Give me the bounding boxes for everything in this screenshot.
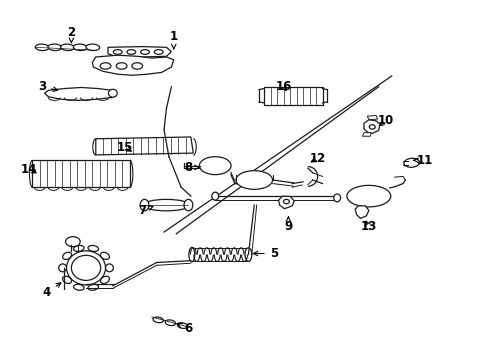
Polygon shape bbox=[44, 87, 115, 100]
Ellipse shape bbox=[141, 50, 149, 54]
Ellipse shape bbox=[140, 199, 149, 211]
Ellipse shape bbox=[211, 192, 218, 200]
Text: 2: 2 bbox=[67, 27, 75, 43]
Text: 13: 13 bbox=[360, 220, 376, 233]
Text: 7: 7 bbox=[138, 204, 153, 217]
Ellipse shape bbox=[368, 125, 374, 129]
Ellipse shape bbox=[143, 199, 189, 211]
Ellipse shape bbox=[403, 158, 419, 167]
Ellipse shape bbox=[88, 284, 98, 290]
Ellipse shape bbox=[108, 89, 117, 97]
Ellipse shape bbox=[154, 50, 163, 54]
Ellipse shape bbox=[165, 320, 175, 325]
Ellipse shape bbox=[105, 264, 113, 272]
Ellipse shape bbox=[73, 246, 84, 251]
Text: 4: 4 bbox=[43, 283, 61, 300]
Ellipse shape bbox=[71, 255, 101, 280]
Text: 1: 1 bbox=[169, 30, 178, 49]
Ellipse shape bbox=[73, 44, 87, 50]
Polygon shape bbox=[362, 133, 370, 136]
Ellipse shape bbox=[236, 171, 272, 189]
Polygon shape bbox=[363, 120, 379, 134]
Ellipse shape bbox=[127, 50, 136, 54]
Text: 11: 11 bbox=[413, 154, 432, 167]
Ellipse shape bbox=[283, 199, 289, 204]
Text: 9: 9 bbox=[284, 217, 292, 233]
Ellipse shape bbox=[153, 317, 163, 323]
Polygon shape bbox=[278, 196, 294, 209]
Polygon shape bbox=[32, 160, 130, 187]
Ellipse shape bbox=[116, 63, 127, 69]
Polygon shape bbox=[264, 87, 322, 105]
Ellipse shape bbox=[333, 194, 340, 202]
Ellipse shape bbox=[59, 264, 66, 272]
Ellipse shape bbox=[101, 252, 109, 260]
Ellipse shape bbox=[65, 237, 80, 247]
Text: 6: 6 bbox=[177, 322, 192, 335]
Ellipse shape bbox=[62, 276, 71, 283]
Polygon shape bbox=[354, 206, 368, 219]
Polygon shape bbox=[108, 46, 171, 57]
Text: 5: 5 bbox=[253, 247, 277, 260]
Ellipse shape bbox=[188, 247, 194, 262]
Text: 12: 12 bbox=[309, 152, 325, 165]
Ellipse shape bbox=[101, 276, 109, 283]
Ellipse shape bbox=[100, 63, 111, 69]
Polygon shape bbox=[96, 137, 193, 155]
Text: 15: 15 bbox=[117, 141, 133, 154]
Ellipse shape bbox=[183, 199, 192, 211]
Polygon shape bbox=[92, 55, 173, 75]
Ellipse shape bbox=[177, 323, 187, 328]
Text: 14: 14 bbox=[21, 163, 37, 176]
Polygon shape bbox=[366, 116, 377, 120]
Ellipse shape bbox=[73, 284, 84, 290]
Text: 8: 8 bbox=[184, 161, 199, 174]
Ellipse shape bbox=[48, 44, 61, 50]
Ellipse shape bbox=[88, 246, 98, 251]
Ellipse shape bbox=[346, 185, 390, 207]
Text: 3: 3 bbox=[38, 80, 58, 93]
Text: 16: 16 bbox=[275, 80, 291, 93]
Text: 10: 10 bbox=[377, 114, 393, 127]
Ellipse shape bbox=[244, 248, 251, 261]
Ellipse shape bbox=[199, 157, 231, 175]
Ellipse shape bbox=[113, 50, 122, 54]
Ellipse shape bbox=[62, 252, 71, 260]
Ellipse shape bbox=[66, 251, 105, 285]
Ellipse shape bbox=[35, 44, 49, 50]
Ellipse shape bbox=[86, 44, 100, 50]
Ellipse shape bbox=[61, 44, 74, 50]
Ellipse shape bbox=[132, 63, 142, 69]
